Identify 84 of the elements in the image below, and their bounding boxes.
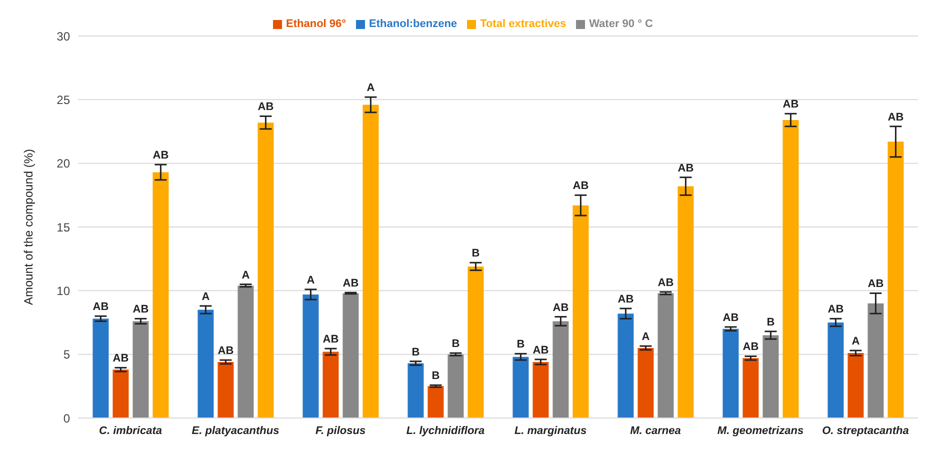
bar bbox=[468, 266, 484, 418]
x-tick-label: M. geometrizans bbox=[717, 424, 804, 437]
data-label: A bbox=[202, 290, 210, 303]
data-label: AB bbox=[742, 341, 759, 354]
y-tick-label: 30 bbox=[56, 29, 70, 44]
bar bbox=[762, 335, 779, 418]
bar bbox=[658, 293, 674, 418]
data-label: AB bbox=[888, 111, 904, 124]
x-tick-label: L. lychnidiflora bbox=[406, 424, 485, 437]
bar bbox=[618, 314, 634, 418]
data-label: AB bbox=[218, 345, 234, 358]
data-label: AB bbox=[782, 98, 799, 111]
data-label: B bbox=[432, 370, 440, 382]
data-label: A bbox=[242, 269, 250, 282]
legend-label: Water 90 ° C bbox=[589, 18, 653, 30]
data-label: AB bbox=[722, 312, 739, 324]
data-label: A bbox=[852, 336, 860, 348]
bar bbox=[132, 321, 149, 418]
bar bbox=[362, 104, 379, 418]
bar bbox=[448, 354, 464, 418]
y-tick-label: 10 bbox=[56, 284, 70, 298]
data-label: B bbox=[516, 338, 525, 351]
bar bbox=[678, 186, 694, 418]
data-label: AB bbox=[112, 352, 129, 365]
y-tick-label: 0 bbox=[63, 411, 70, 426]
data-label: B bbox=[766, 316, 775, 328]
bar bbox=[408, 363, 424, 418]
bar bbox=[112, 370, 129, 418]
bar bbox=[782, 120, 799, 418]
data-label: B bbox=[472, 248, 480, 260]
data-label: A bbox=[306, 274, 315, 286]
x-tick-label: O. streptacantha bbox=[822, 424, 909, 437]
bar bbox=[258, 122, 274, 418]
data-label: AB bbox=[868, 278, 884, 290]
data-label: AB bbox=[678, 162, 694, 174]
bar bbox=[218, 362, 234, 418]
bar bbox=[572, 205, 589, 418]
x-tick-label: M. carnea bbox=[630, 424, 681, 437]
data-label: AB bbox=[552, 302, 569, 314]
data-label: AB bbox=[828, 304, 844, 316]
x-tick-label: F. pilosus bbox=[315, 424, 366, 437]
data-label: B bbox=[452, 338, 460, 350]
data-label: AB bbox=[532, 344, 549, 356]
data-label: B bbox=[412, 346, 420, 358]
legend-label: Ethanol:benzene bbox=[369, 18, 458, 30]
data-label: A bbox=[366, 82, 375, 94]
bar bbox=[302, 294, 319, 418]
y-tick-label: 20 bbox=[56, 156, 70, 171]
x-tick-label: C. imbricata bbox=[99, 424, 162, 437]
bar bbox=[322, 352, 339, 418]
bar bbox=[238, 286, 254, 418]
data-label: AB bbox=[618, 293, 634, 306]
data-label: AB bbox=[152, 150, 169, 162]
bar bbox=[868, 303, 884, 418]
bar bbox=[638, 348, 654, 418]
y-tick-label: 5 bbox=[63, 348, 70, 362]
data-label: AB bbox=[258, 101, 274, 114]
legend-label: Total extractives bbox=[480, 18, 566, 30]
bar bbox=[428, 386, 444, 418]
data-label: AB bbox=[322, 334, 339, 346]
bar bbox=[828, 322, 844, 418]
bar bbox=[92, 318, 109, 418]
data-label: AB bbox=[342, 278, 359, 290]
x-tick-label: E. platyacanthus bbox=[192, 424, 280, 437]
data-label: AB bbox=[92, 301, 109, 314]
bar bbox=[152, 172, 169, 418]
bar bbox=[512, 356, 529, 418]
y-tick-label: 15 bbox=[56, 220, 70, 234]
bar bbox=[742, 358, 759, 418]
bar bbox=[722, 328, 739, 418]
bar bbox=[888, 142, 904, 418]
data-label: A bbox=[642, 331, 650, 344]
data-label: AB bbox=[132, 304, 149, 316]
x-tick-label: L. marginatus bbox=[514, 424, 587, 437]
data-label: AB bbox=[658, 276, 674, 289]
data-label: AB bbox=[572, 180, 589, 192]
y-axis-title: Amount of the compound (%) bbox=[21, 148, 36, 306]
bar bbox=[848, 353, 864, 418]
bar bbox=[552, 321, 569, 418]
bar bbox=[342, 293, 359, 418]
bar bbox=[198, 310, 214, 418]
legend-label: Ethanol 96° bbox=[286, 18, 346, 30]
bar bbox=[532, 362, 549, 418]
y-tick-label: 25 bbox=[56, 92, 70, 107]
